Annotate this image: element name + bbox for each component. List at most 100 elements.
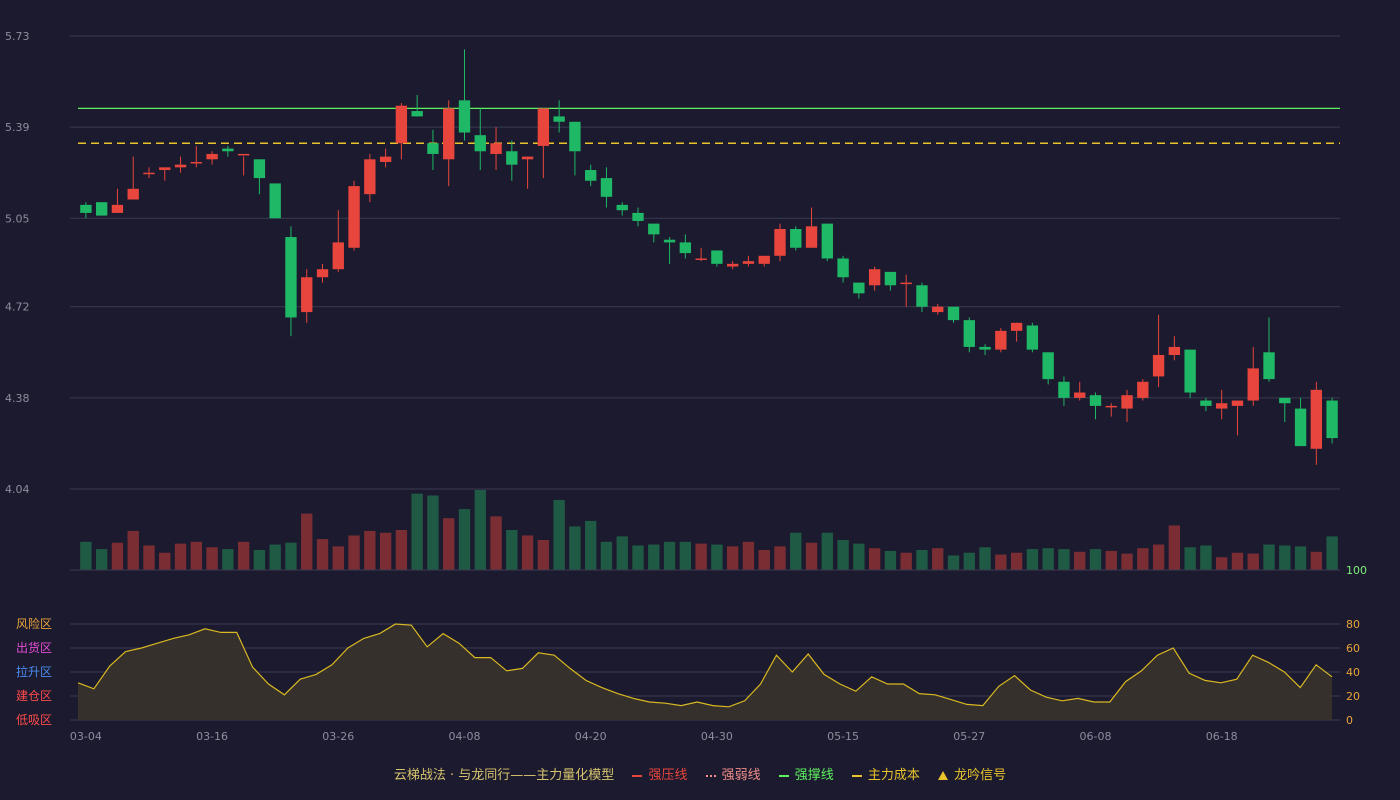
volume-bar xyxy=(774,546,786,570)
volume-bar xyxy=(585,520,597,570)
volume-bar xyxy=(379,532,392,570)
candle-body xyxy=(395,105,408,144)
candle-body xyxy=(95,202,108,216)
volume-bar xyxy=(458,509,471,570)
oscillator-zone-label: 拉升区 xyxy=(16,664,52,679)
oscillator-zone-label: 风险区 xyxy=(16,616,52,631)
legend-item-strength[interactable]: 强弱线 xyxy=(705,764,761,783)
candle-body xyxy=(853,282,865,294)
candle-body xyxy=(916,285,928,307)
candle-body xyxy=(758,255,770,264)
volume-bar xyxy=(395,530,408,570)
candle-body xyxy=(1294,408,1307,447)
chart-legend: 云梯战法 · 与龙同行——主力量化模型 强压线 强弱线 强撑线 主力成本 龙吟信… xyxy=(0,764,1400,788)
candle-body xyxy=(1152,354,1165,377)
volume-bar xyxy=(979,547,991,570)
volume-bar xyxy=(679,541,692,570)
x-tick-label: 05-27 xyxy=(953,730,985,743)
candle-body xyxy=(332,242,344,270)
candle-body xyxy=(521,156,534,160)
candle-body xyxy=(411,111,423,117)
candle-body xyxy=(1137,381,1149,398)
volume-bar xyxy=(159,552,171,570)
volume-bar xyxy=(1216,557,1228,570)
candle-body xyxy=(616,204,628,211)
candle-body xyxy=(1263,352,1275,380)
legend-item-signal[interactable]: 龙吟信号 xyxy=(938,764,1006,783)
volume-bar xyxy=(995,554,1007,570)
candle-body xyxy=(143,172,155,175)
volume-bar xyxy=(932,548,944,570)
volume-bar xyxy=(237,541,250,570)
volume-bar xyxy=(348,535,360,570)
candle-body xyxy=(222,148,234,152)
volume-bar xyxy=(1152,544,1165,570)
volume-bar xyxy=(648,544,660,570)
volume-bar xyxy=(1026,549,1039,570)
volume-bar xyxy=(80,541,92,570)
legend-item-resistance[interactable]: 强压线 xyxy=(632,764,687,783)
candle-body xyxy=(742,261,755,264)
legend-item-cost[interactable]: 主力成本 xyxy=(851,764,920,783)
price-tick-label: 5.73 xyxy=(5,30,30,43)
volume-bar xyxy=(947,555,960,570)
volume-bar xyxy=(95,549,108,570)
volume-bar xyxy=(222,549,234,570)
oscillator-tick-label: 20 xyxy=(1346,690,1360,703)
volume-bar xyxy=(506,530,518,570)
legend-item-support[interactable]: 强撑线 xyxy=(778,764,834,783)
volume-bar xyxy=(1231,552,1244,570)
x-tick-label: 04-30 xyxy=(701,730,733,743)
candle-body xyxy=(553,116,565,122)
candle-body xyxy=(1247,368,1259,401)
candle-body xyxy=(474,135,486,152)
x-tick-label: 04-20 xyxy=(575,730,607,743)
candle-body xyxy=(1200,400,1212,406)
volume-bar xyxy=(600,541,613,570)
volume-bar xyxy=(632,545,644,570)
candle-body xyxy=(1058,381,1070,398)
legend-swatch-support xyxy=(778,774,789,777)
candle-body xyxy=(663,239,676,243)
candle-body xyxy=(269,183,281,219)
volume-bar xyxy=(174,543,187,570)
candle-body xyxy=(159,167,171,171)
candle-body xyxy=(805,226,818,248)
volume-bar xyxy=(143,545,155,570)
volume-bar xyxy=(569,526,581,570)
candle-body xyxy=(726,263,739,267)
volume-bar xyxy=(1200,545,1212,570)
candle-body xyxy=(695,258,707,260)
oscillator-zone-label: 出货区 xyxy=(16,640,52,655)
x-tick-label: 03-04 xyxy=(70,730,102,743)
candle-body xyxy=(285,237,297,318)
candle-body xyxy=(174,164,187,168)
volume-bar xyxy=(1010,552,1023,570)
candle-body xyxy=(127,188,139,200)
candle-body xyxy=(316,269,329,278)
candle-body xyxy=(206,153,218,160)
candle-body xyxy=(458,100,471,133)
volume-bar xyxy=(742,541,755,570)
candle-body xyxy=(884,271,897,286)
candle-body xyxy=(679,242,692,254)
volume-bar xyxy=(253,550,266,570)
candle-body xyxy=(1074,392,1086,398)
volume-bar xyxy=(1042,548,1054,570)
candle-body xyxy=(821,223,833,259)
volume-bar xyxy=(663,541,676,570)
volume-bar xyxy=(868,548,881,570)
x-tick-label: 03-26 xyxy=(322,730,354,743)
volume-bar xyxy=(963,552,975,570)
candle-body xyxy=(774,228,786,256)
candle-body xyxy=(1121,395,1133,409)
volume-bar xyxy=(521,535,534,570)
volume-bar xyxy=(821,532,833,570)
oscillator-tick-label: 0 xyxy=(1346,714,1353,727)
candle-body xyxy=(190,161,202,164)
volume-bar xyxy=(1058,549,1070,570)
candle-body xyxy=(947,306,960,321)
candle-body xyxy=(1231,400,1244,406)
volume-bar xyxy=(1121,553,1133,570)
candle-body xyxy=(427,143,439,154)
